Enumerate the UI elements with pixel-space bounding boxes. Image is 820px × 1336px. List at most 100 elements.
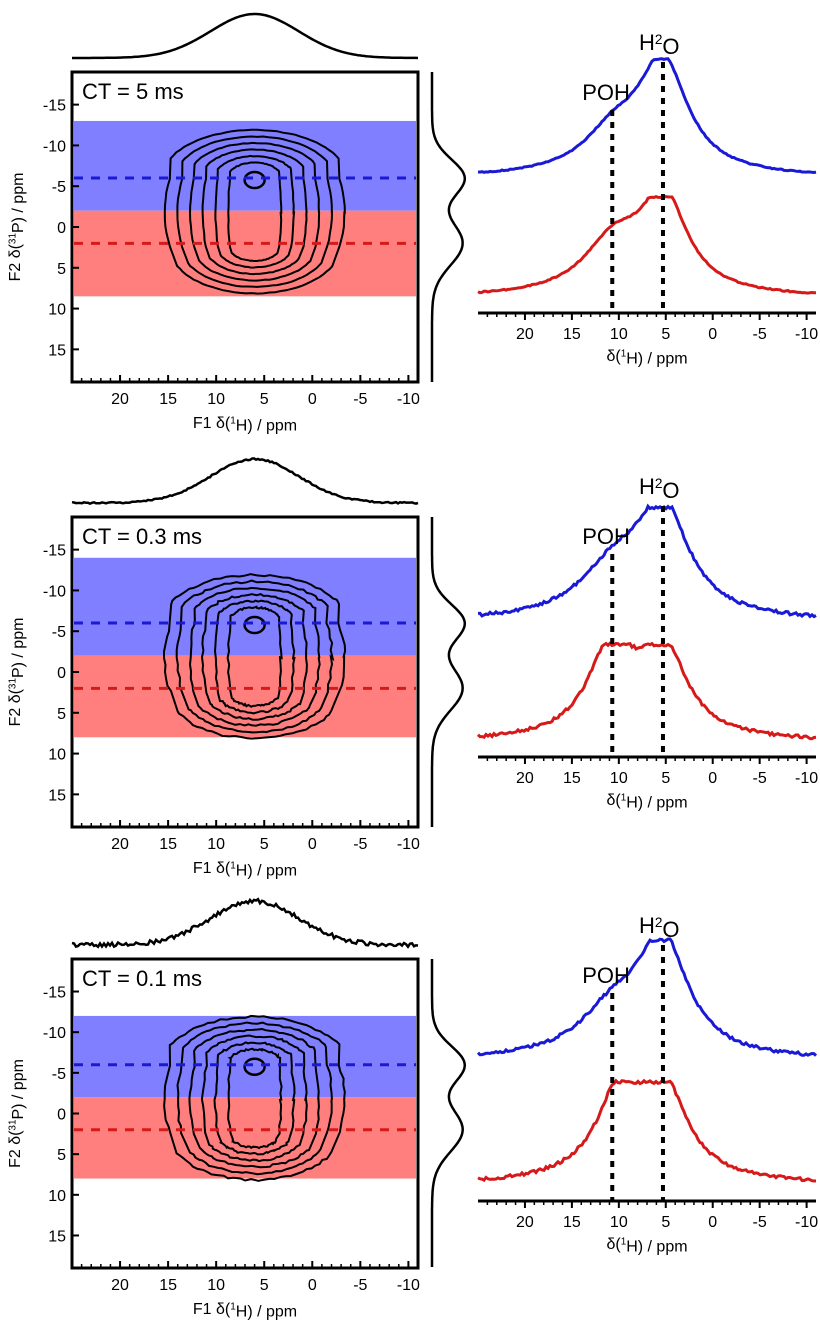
- panel-3-x-tick-label: 10: [207, 1277, 225, 1294]
- panel-1-y-tick-label: -15: [43, 98, 66, 115]
- panel-3-x-axis-label-part: F1 δ(: [193, 1301, 231, 1318]
- panel-1-1d-tick-label: 20: [516, 326, 534, 343]
- panel-1-x-tick-label: -5: [353, 391, 367, 408]
- panel-1-f2-projection: [430, 72, 467, 382]
- panel-2-y-axis-label-part: F2 δ(: [7, 688, 24, 726]
- panel-3-contour-4: [188, 1027, 320, 1169]
- panel-3-x-tick-label: 20: [111, 1277, 129, 1294]
- panel-1-contour-core: [243, 170, 266, 190]
- panel-1-1d-tick-label: -5: [753, 326, 767, 343]
- panel-1-poh-label: POH: [582, 80, 630, 105]
- panel-2-1d-tick-label: 0: [708, 770, 717, 787]
- panel-3-blue-slice-spectrum: [476, 937, 818, 1057]
- panel-1-1d-tick-label: 15: [563, 326, 581, 343]
- panel-3-contour-3: [200, 1034, 308, 1163]
- panel-3-contour-6: [163, 1014, 346, 1182]
- panel-3-f1-projection: [71, 897, 419, 949]
- panel-2-1d-tick-label: 15: [563, 770, 581, 787]
- panel-2-x-axis-label-part: H) / ppm: [236, 863, 297, 880]
- panel-2-contour-5: [175, 579, 335, 734]
- panel-2-x-tick-label: 10: [207, 836, 225, 853]
- panel-1-x-axis-label-part: F1 δ(: [193, 415, 231, 432]
- panel-2-contour-1: [226, 605, 283, 708]
- panel-3-blue-band: [74, 1015, 416, 1098]
- panel-1-y-tick-label: 10: [48, 302, 66, 319]
- panel-1-x-tick-label: 15: [159, 391, 177, 408]
- panel-2-red-band: [74, 655, 416, 738]
- panel-2-contour-3: [200, 593, 308, 721]
- panel-1-x-tick-label: 0: [308, 391, 317, 408]
- panel-1-x-tick-label: -10: [397, 391, 420, 408]
- panel-2-h2o-label-part: H: [639, 474, 655, 499]
- panel-3-y-axis-label: F2 δ(31P) / ppm: [7, 1059, 27, 1168]
- panel-3-h2o-label-part: H: [639, 913, 655, 938]
- panel-1-1d-axis-label: δ(1H) / ppm: [606, 348, 687, 368]
- panel-2-1d-axis-label: δ(1H) / ppm: [606, 792, 687, 812]
- panel-1-x-tick-label: 10: [207, 391, 225, 408]
- panel-3-x-tick-label: 0: [308, 1277, 317, 1294]
- panel-3-y-tick-label: -10: [43, 1025, 66, 1042]
- panel-1-red-band: [74, 210, 416, 297]
- panel-3-1d-tick-label: 5: [661, 1214, 670, 1231]
- panel-2-h2o-label-part: 2: [655, 476, 663, 491]
- panel-3-y-tick-label: 5: [57, 1147, 66, 1164]
- panel-2-x-tick-label: 15: [159, 836, 177, 853]
- panel-2-1d-axis-label-part: δ(: [606, 792, 621, 809]
- panel-1-blue-slice-spectrum: [477, 57, 817, 175]
- panel-1-ct-label: CT = 5 ms: [82, 79, 184, 104]
- panel-2-h2o-label-part: O: [662, 478, 679, 503]
- panel-1-f1-projection: [72, 12, 419, 60]
- panel-2-x-tick-label: 0: [308, 836, 317, 853]
- panel-2-y-tick-label: 15: [48, 787, 66, 804]
- panel-2-x-axis-label: F1 δ(1H) / ppm: [193, 860, 297, 880]
- panel-1-x-axis-label-part: 1: [230, 416, 236, 427]
- panel-3-x-tick-label: 15: [159, 1277, 177, 1294]
- panel-1-h2o-label-part: 2: [655, 32, 663, 47]
- panel-3-y-tick-label: -15: [43, 985, 66, 1002]
- panel-3-h2o-label: H2O: [639, 913, 680, 942]
- panel-1-x-axis-label-part: H) / ppm: [236, 418, 297, 435]
- panel-3-contour-5: [176, 1021, 333, 1176]
- panel-2-1d-axis-label-part: 1: [621, 793, 627, 804]
- panel-2-blue-band: [74, 557, 416, 656]
- panel-3-1d-axis-label-part: 1: [621, 1237, 627, 1248]
- panel-3-1d-axis-label-part: H) / ppm: [626, 1239, 687, 1256]
- panel-3-x-axis-label-part: 1: [230, 1302, 236, 1313]
- panel-2-y-tick-label: 10: [48, 747, 66, 764]
- panel-3-h2o-label-part: O: [662, 917, 679, 942]
- panel-3-contour-1: [227, 1047, 283, 1150]
- panel-1-y-tick-label: 5: [57, 261, 66, 278]
- panel-1-1d-tick-label: 10: [610, 326, 628, 343]
- panel-2-contour-core: [243, 615, 266, 635]
- panel-2-y-tick-label: -10: [43, 583, 66, 600]
- panel-2-x-axis-label-part: F1 δ(: [193, 860, 231, 877]
- panel-2-1d-tick-label: 5: [661, 770, 670, 787]
- panel-2-x-tick-label: 5: [260, 836, 269, 853]
- panel-2-x-tick-label: -10: [397, 836, 420, 853]
- panel-3-x-axis-label-part: H) / ppm: [236, 1304, 297, 1321]
- panel-1-y-axis-label: F2 δ(31P) / ppm: [7, 173, 27, 282]
- panel-1-y-axis-label-part: P) / ppm: [10, 173, 27, 233]
- panel-2-contour-2: [213, 599, 296, 715]
- panel-1-y-tick-label: -10: [43, 138, 66, 155]
- panel-1-1d-axis-label-part: δ(: [606, 348, 621, 365]
- panel-3-1d-axis-label-part: δ(: [606, 1236, 621, 1253]
- panel-2-1d-tick-label: 20: [516, 770, 534, 787]
- panel-2-ct-label: CT = 0.3 ms: [82, 524, 202, 549]
- panel-2-1d-tick-label: -10: [795, 770, 818, 787]
- panel-3-y-tick-label: -5: [52, 1066, 66, 1083]
- panel-3-f2-projection: [430, 959, 467, 1267]
- panel-2-x-axis-label-part: 1: [230, 861, 236, 872]
- panel-2-poh-label: POH: [582, 524, 630, 549]
- panel-3-h2o-label-part: 2: [655, 915, 663, 930]
- panel-2-y-axis-label-part: P) / ppm: [10, 618, 27, 678]
- panel-1-contour-1: [227, 161, 283, 262]
- panel-2-y-axis-label: F2 δ(31P) / ppm: [7, 618, 27, 727]
- panel-1-x-tick-label: 5: [260, 391, 269, 408]
- panel-3-1d-tick-label: 20: [516, 1214, 534, 1231]
- panel-3-y-axis-label-part: P) / ppm: [10, 1059, 27, 1119]
- panel-1-y-tick-label: 15: [48, 342, 66, 359]
- panel-3-1d-tick-label: 10: [610, 1214, 628, 1231]
- panel-1-h2o-label: H2O: [639, 30, 680, 59]
